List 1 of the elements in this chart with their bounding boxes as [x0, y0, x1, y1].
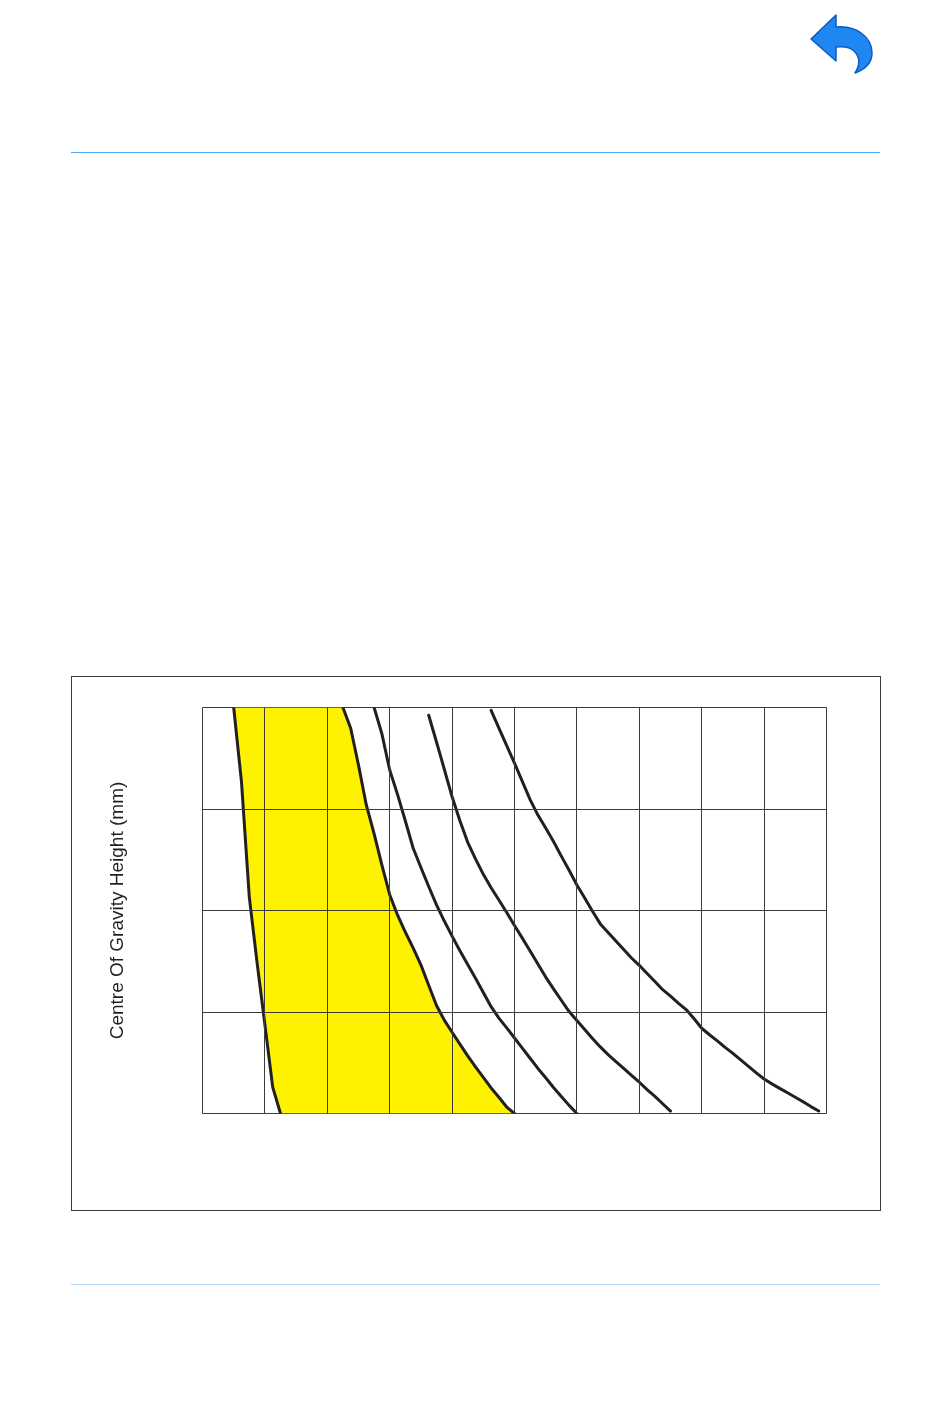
y-axis-title: Centre Of Gravity Height (mm) — [105, 781, 127, 1040]
